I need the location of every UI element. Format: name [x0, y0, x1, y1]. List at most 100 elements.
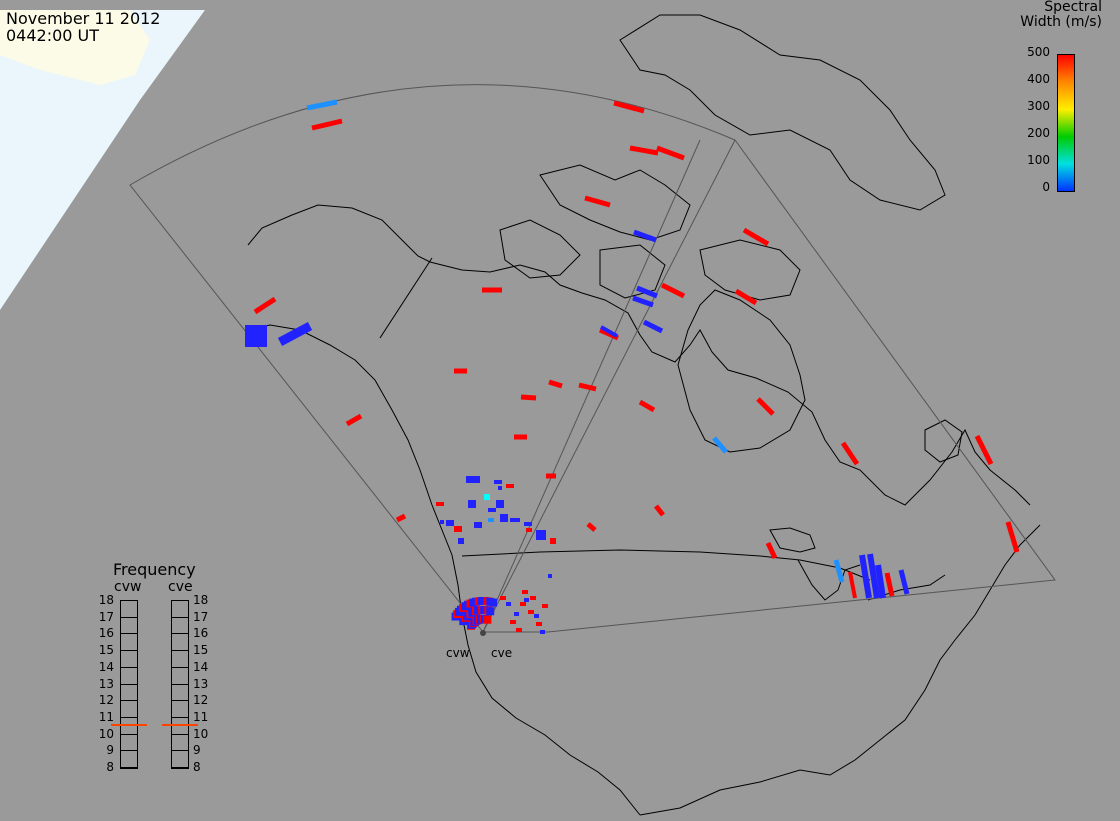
cve-frequency-tick: 13: [193, 676, 209, 691]
echo-cell: [514, 612, 519, 616]
cvw-frequency-tick: 15: [98, 643, 114, 658]
cvw-frequency-bar: [111, 600, 147, 769]
echo-cell: [600, 325, 618, 338]
echo-cell: [840, 441, 860, 466]
echo-cell: [833, 559, 845, 583]
echo-cell: [311, 118, 343, 131]
echo-cell: [656, 145, 685, 161]
cvw-site-label: cvw: [446, 646, 470, 660]
frequency-gridline: [121, 733, 137, 735]
colorbar-tick-label: 400: [1027, 72, 1050, 86]
north-coast-path: [247, 204, 1031, 506]
cve-frequency-tick: 18: [193, 593, 209, 607]
echo-cell: [520, 602, 526, 606]
echo-cell: [584, 195, 611, 208]
echo-cell: [742, 227, 770, 247]
frequency-gridline: [121, 666, 137, 668]
echo-cell: [536, 530, 546, 540]
newfoundland: [924, 419, 963, 463]
echo-cell: [484, 494, 490, 500]
date-label: November 11 2012: [6, 9, 161, 28]
echo-cell: [756, 397, 775, 416]
echo-cell: [632, 295, 654, 308]
frequency-gridline: [121, 767, 137, 768]
echo-cell: [536, 622, 542, 626]
frequency-cvw-label: cvw: [114, 579, 142, 595]
echo-cell: [474, 522, 482, 528]
echo-cell: [898, 569, 910, 595]
echo-cell: [510, 518, 520, 522]
cve-frequency-tick: 16: [193, 626, 209, 641]
echo-cell: [530, 596, 536, 600]
operating-frequency-marker: [111, 723, 147, 726]
echo-cell: [489, 598, 498, 607]
cve-frequency-tick: 11: [193, 709, 209, 724]
frequency-gridline: [121, 633, 137, 635]
echo-cell: [875, 564, 886, 599]
colorbar-tick-label: 100: [1027, 153, 1050, 167]
cvw-frequency-tick: 17: [98, 609, 114, 624]
backscatter-echoes: [245, 99, 1020, 634]
echo-cell: [498, 486, 502, 490]
baffin-north-island: [599, 244, 666, 299]
echo-cell: [506, 484, 514, 488]
echo-cell: [636, 285, 658, 299]
cvw-frequency-tick: 8: [106, 760, 114, 774]
echo-cell: [483, 615, 492, 624]
echo-cell: [548, 574, 552, 578]
frequency-gridline: [172, 750, 188, 752]
echo-cell: [642, 319, 664, 334]
echo-cell: [306, 99, 338, 111]
echo-cell: [526, 528, 532, 532]
frequency-gridline: [121, 683, 137, 685]
echo-cell: [510, 620, 516, 624]
baffin-island: [699, 239, 801, 301]
pacific-coast-path: [244, 324, 641, 816]
echo-cell: [534, 614, 539, 618]
victoria-island: [499, 219, 581, 279]
cve-frequency-tick: 14: [193, 659, 209, 674]
spectral-width-colorbar: [1057, 54, 1075, 192]
frequency-gridline: [121, 616, 137, 618]
cvw-frequency-tick: 9: [106, 743, 114, 758]
echo-cell: [488, 508, 496, 512]
greenland-daylight-land: [0, 10, 150, 85]
echo-cell: [524, 598, 529, 602]
cvw-frequency-tick: 14: [98, 659, 114, 674]
echo-cell: [488, 518, 494, 522]
cve-frequency-bar: [162, 600, 198, 769]
echo-cell: [395, 513, 407, 523]
echo-cell: [345, 413, 363, 427]
echo-cell: [520, 394, 537, 401]
frequency-gridline: [121, 750, 137, 752]
echo-cell: [613, 100, 645, 114]
frequency-gridline: [172, 733, 188, 735]
colorbar-title-line2: Width (m/s): [1020, 14, 1102, 30]
frequency-gridline: [172, 683, 188, 685]
cve-frequency-tick: 9: [193, 743, 201, 758]
echo-cell: [500, 596, 506, 600]
time-label: 0442:00 UT: [6, 26, 100, 45]
cvw-frequency-tick: 18: [98, 593, 114, 607]
echo-cell: [522, 590, 528, 594]
echo-cell: [1005, 521, 1020, 553]
lake-superior: [769, 527, 816, 553]
great-lakes-michigan: [797, 559, 861, 601]
radar-site-marker: [480, 630, 486, 636]
echo-cell: [496, 500, 504, 508]
echo-cell: [974, 434, 994, 466]
alaska-yukon-border: [379, 257, 433, 339]
echo-cell: [245, 325, 267, 347]
echo-cell: [524, 522, 532, 526]
echo-cell: [629, 145, 659, 156]
cvw-frequency-tick: 16: [98, 626, 114, 641]
echo-cell: [734, 288, 758, 306]
echo-cell: [859, 554, 872, 599]
hudson-bay-outline: [677, 289, 806, 453]
greenland-outline: [619, 14, 946, 211]
cve-frequency-tick: 8: [193, 760, 201, 774]
echo-cell: [654, 504, 665, 517]
echo-cell: [540, 630, 545, 634]
